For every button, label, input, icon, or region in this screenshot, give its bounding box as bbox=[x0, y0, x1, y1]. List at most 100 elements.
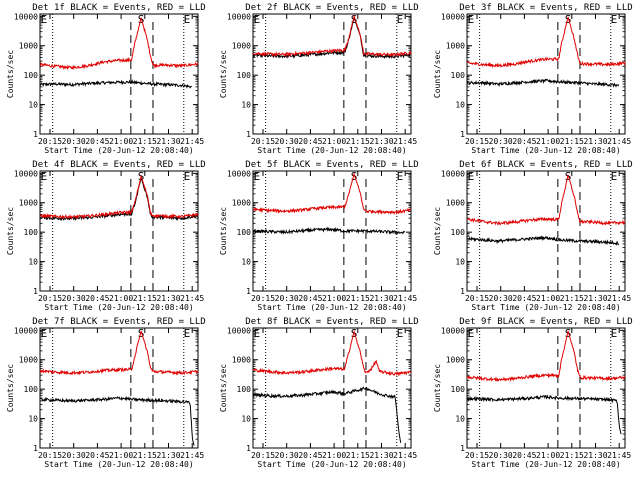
panel-title: Det 3f BLACK = Events, RED = LLD bbox=[459, 3, 632, 13]
x-tick-label: 21:15 bbox=[133, 294, 157, 303]
y-tick-label: 1 bbox=[246, 287, 251, 296]
x-tick-label: 20:15 bbox=[251, 451, 275, 460]
plot-frame bbox=[252, 327, 412, 449]
marker-label-e: E bbox=[254, 327, 261, 340]
x-tick-label: 20:45 bbox=[85, 137, 109, 146]
y-tick-label: 1 bbox=[460, 444, 465, 453]
marker-label-s: S bbox=[351, 170, 358, 183]
x-axis-label: Start Time (20-Jun-12 20:08:40) bbox=[257, 460, 406, 469]
y-axis-label: Counts/sec bbox=[6, 50, 15, 98]
y-tick-label: 1000 bbox=[446, 199, 465, 208]
x-tick-label: 20:30 bbox=[489, 451, 513, 460]
y-tick-label: 10000 bbox=[441, 12, 465, 21]
x-tick-label: 21:30 bbox=[583, 137, 607, 146]
x-axis-label: Start Time (20-Jun-12 20:08:40) bbox=[44, 303, 193, 312]
x-tick-label: 21:00 bbox=[536, 451, 560, 460]
plot-frame bbox=[466, 13, 626, 135]
x-tick-label: 20:15 bbox=[465, 451, 489, 460]
marker-label-e: E bbox=[611, 170, 618, 183]
y-tick-label: 1 bbox=[246, 130, 251, 139]
y-tick-label: 1000 bbox=[446, 42, 465, 51]
x-tick-label: 20:45 bbox=[512, 451, 536, 460]
y-tick-label: 10 bbox=[241, 258, 251, 267]
panel-det-8: Det 8f BLACK = Events, RED = LLD 1 10 100 10… bbox=[219, 317, 419, 469]
x-tick-label: 21:15 bbox=[346, 137, 370, 146]
y-tick-label: 100 bbox=[24, 385, 39, 394]
y-tick-label: 10000 bbox=[227, 169, 251, 178]
x-tick-label: 21:15 bbox=[560, 294, 584, 303]
panel-title: Det 6f BLACK = Events, RED = LLD bbox=[459, 160, 632, 170]
x-tick-label: 21:00 bbox=[322, 137, 346, 146]
panel-det-3: Det 3f BLACK = Events, RED = LLD 1 10 100 10… bbox=[433, 3, 633, 155]
y-axis-label: Counts/sec bbox=[433, 364, 442, 412]
y-tick-label: 1000 bbox=[19, 356, 38, 365]
panel-title: Det 5f BLACK = Events, RED = LLD bbox=[245, 160, 418, 170]
x-tick-label: 20:45 bbox=[298, 294, 322, 303]
series-line-lld bbox=[466, 330, 626, 383]
x-tick-label: 20:30 bbox=[489, 294, 513, 303]
marker-label-s: S bbox=[138, 327, 145, 340]
x-tick-label: 20:30 bbox=[275, 451, 299, 460]
marker-label-e: E bbox=[184, 13, 191, 26]
y-tick-label: 1 bbox=[460, 287, 465, 296]
y-tick-label: 100 bbox=[24, 228, 39, 237]
y-tick-label: 1 bbox=[246, 444, 251, 453]
plot-frame bbox=[466, 170, 626, 292]
plot-frame bbox=[252, 13, 412, 135]
y-axis-label: Counts/sec bbox=[433, 50, 442, 98]
marker-label-s: S bbox=[565, 327, 572, 340]
x-tick-label: 21:45 bbox=[393, 451, 417, 460]
x-tick-label: 20:45 bbox=[512, 137, 536, 146]
x-tick-label: 21:30 bbox=[156, 451, 180, 460]
series-line-events bbox=[466, 78, 620, 88]
x-tick-label: 21:45 bbox=[607, 451, 631, 460]
x-tick-label: 20:30 bbox=[62, 137, 86, 146]
marker-label-e: E bbox=[184, 170, 191, 183]
marker-label-s: S bbox=[565, 13, 572, 26]
x-tick-label: 21:45 bbox=[180, 451, 204, 460]
y-tick-label: 1000 bbox=[232, 356, 251, 365]
panel-title: Det 7f BLACK = Events, RED = LLD bbox=[32, 317, 205, 327]
y-tick-label: 10 bbox=[241, 415, 251, 424]
panel-det-6: Det 6f BLACK = Events, RED = LLD 1 10 100 10… bbox=[433, 160, 633, 312]
panel-title: Det 8f BLACK = Events, RED = LLD bbox=[245, 317, 418, 327]
x-tick-label: 21:00 bbox=[536, 137, 560, 146]
marker-label-e: E bbox=[254, 13, 261, 26]
plot-frame bbox=[466, 327, 626, 449]
x-tick-label: 21:30 bbox=[369, 137, 393, 146]
y-tick-label: 100 bbox=[24, 71, 39, 80]
plot-frame bbox=[252, 170, 412, 292]
x-tick-label: 20:45 bbox=[512, 294, 536, 303]
x-axis-label: Start Time (20-Jun-12 20:08:40) bbox=[471, 146, 620, 155]
panel-title: Det 2f BLACK = Events, RED = LLD bbox=[245, 3, 418, 13]
y-tick-label: 1 bbox=[33, 130, 38, 139]
x-tick-label: 21:15 bbox=[346, 451, 370, 460]
series-line-lld bbox=[466, 16, 626, 69]
x-axis-label: Start Time (20-Jun-12 20:08:40) bbox=[471, 303, 620, 312]
series-line-lld bbox=[39, 17, 199, 71]
x-axis-label: Start Time (20-Jun-12 20:08:40) bbox=[257, 146, 406, 155]
x-tick-label: 21:15 bbox=[560, 137, 584, 146]
x-tick-label: 21:30 bbox=[583, 294, 607, 303]
panel-det-1: Det 1f BLACK = Events, RED = LLD 1 10 100 10… bbox=[6, 3, 206, 155]
x-tick-label: 21:45 bbox=[180, 137, 204, 146]
marker-label-e: E bbox=[41, 13, 48, 26]
y-tick-label: 100 bbox=[237, 385, 252, 394]
y-tick-label: 10000 bbox=[441, 169, 465, 178]
plot-frame bbox=[39, 170, 199, 292]
x-axis-label: Start Time (20-Jun-12 20:08:40) bbox=[471, 460, 620, 469]
x-tick-label: 21:00 bbox=[322, 451, 346, 460]
y-tick-label: 100 bbox=[237, 71, 252, 80]
x-tick-label: 21:15 bbox=[346, 294, 370, 303]
x-tick-label: 20:15 bbox=[251, 137, 275, 146]
marker-label-e: E bbox=[254, 170, 261, 183]
y-tick-label: 10000 bbox=[227, 326, 251, 335]
marker-label-e: E bbox=[468, 13, 475, 26]
x-tick-label: 20:15 bbox=[251, 294, 275, 303]
x-tick-label: 21:00 bbox=[536, 294, 560, 303]
x-tick-label: 21:45 bbox=[607, 294, 631, 303]
y-tick-label: 10000 bbox=[227, 12, 251, 21]
x-tick-label: 20:45 bbox=[298, 451, 322, 460]
y-tick-label: 10 bbox=[455, 258, 465, 267]
series-line-lld bbox=[252, 14, 412, 58]
